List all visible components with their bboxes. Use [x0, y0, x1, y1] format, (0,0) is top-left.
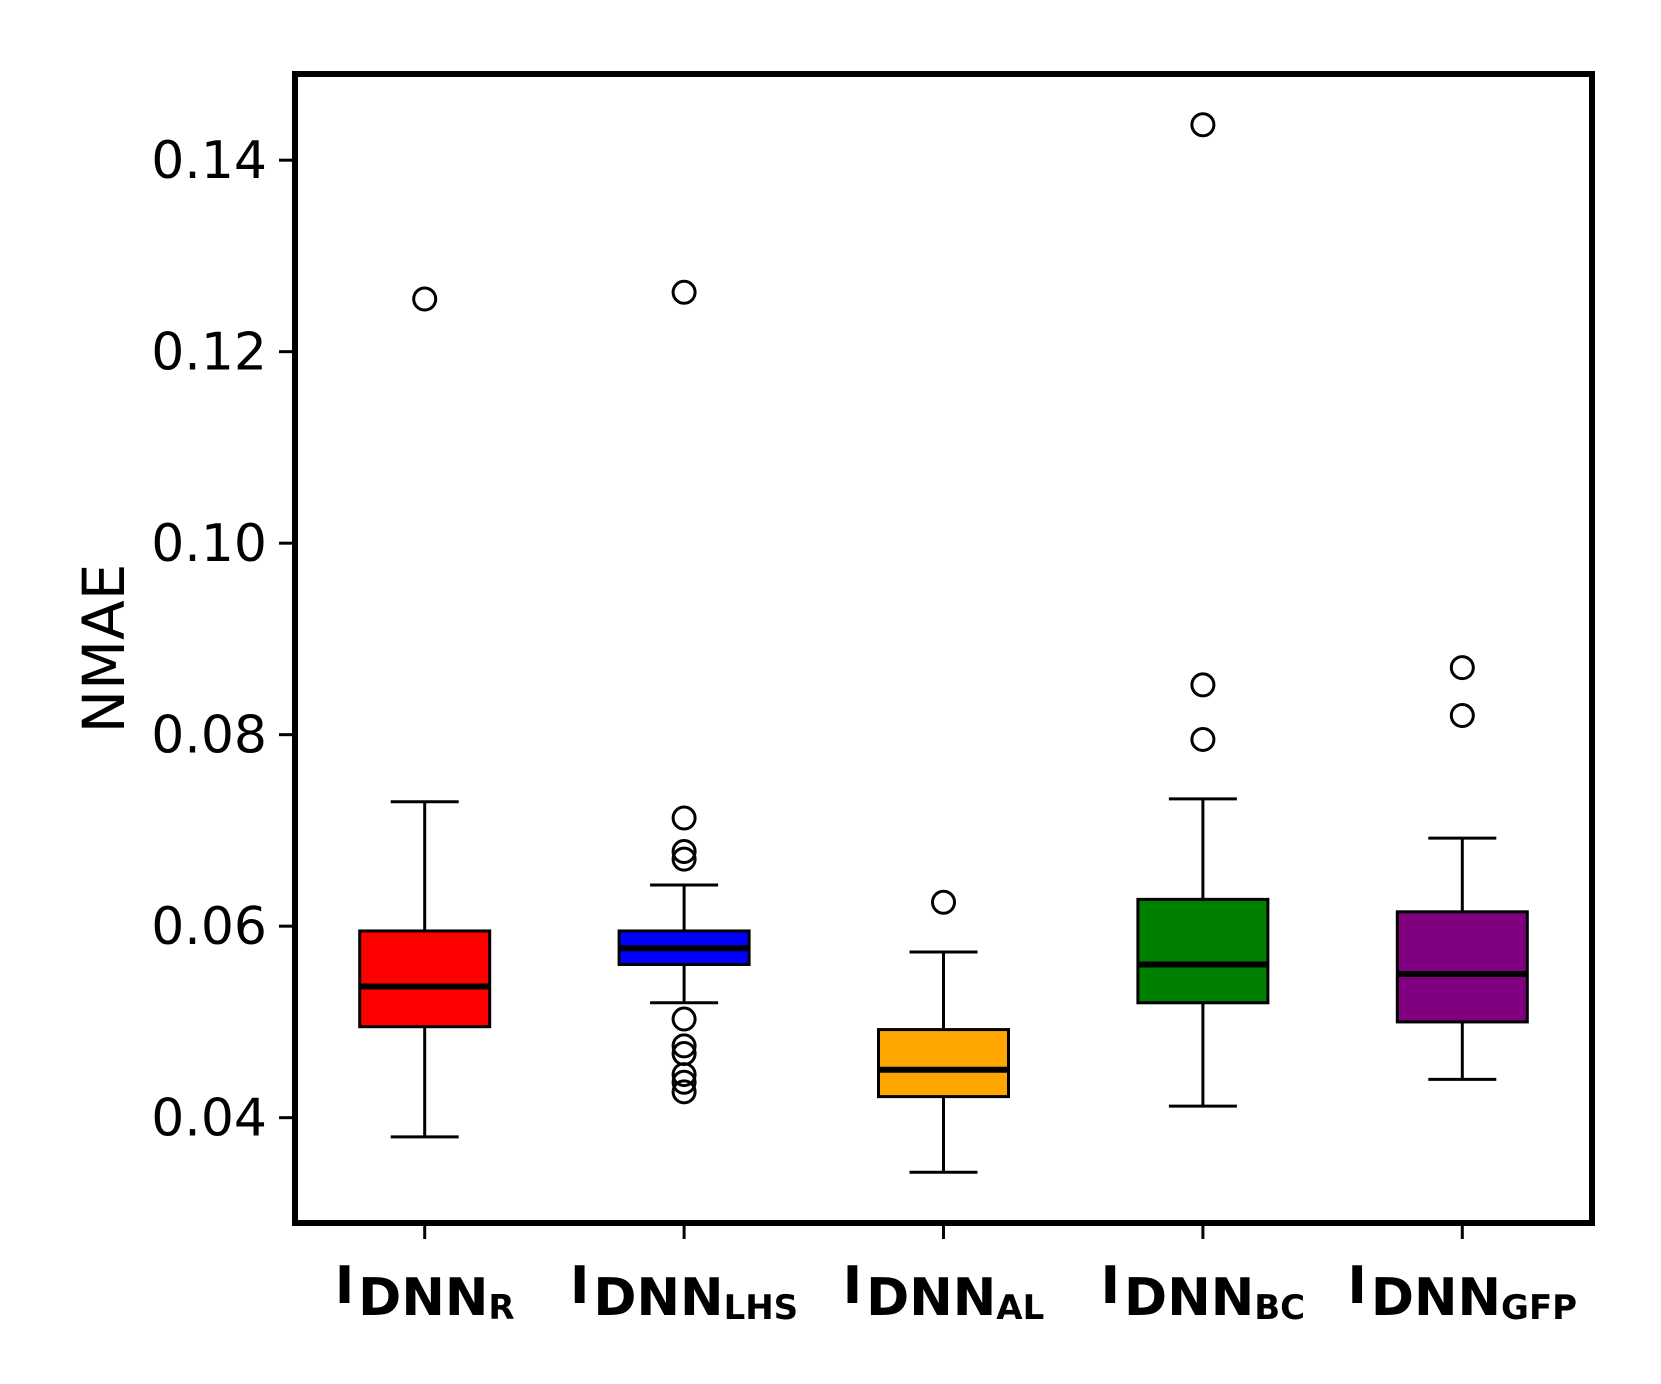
outlier-point	[671, 1079, 697, 1105]
label-subsub: R	[488, 1288, 514, 1328]
iqr-box	[1136, 897, 1270, 1005]
label-subsub: BC	[1254, 1288, 1305, 1328]
label-sub: DNN	[1371, 1268, 1501, 1328]
box-idnn-r	[358, 286, 492, 1139]
y-tick-label: 0.08	[151, 706, 267, 766]
label-sub: DNN	[1124, 1268, 1254, 1328]
label-main: I	[335, 1256, 354, 1316]
iqr-box	[1395, 910, 1529, 1024]
outlier-point	[671, 846, 697, 872]
box-idnn-al	[877, 889, 1010, 1174]
y-tick-label: 0.10	[151, 514, 267, 574]
outlier-point	[671, 805, 697, 831]
box-idnn-lhs	[617, 279, 751, 1105]
label-main: I	[1101, 1256, 1120, 1316]
x-tick-label: IDNNGFP	[1347, 1256, 1577, 1328]
outlier-point	[412, 286, 438, 312]
x-tick-label: IDNNAL	[843, 1256, 1045, 1328]
outlier-point	[671, 1069, 697, 1095]
label-subsub: GFP	[1501, 1288, 1577, 1328]
iqr-box	[877, 1028, 1010, 1099]
outlier-point	[1449, 655, 1475, 681]
label-sub: DNN	[358, 1268, 488, 1328]
label-sub: DNN	[593, 1268, 723, 1328]
x-tick-label: IDNNLHS	[570, 1256, 798, 1328]
y-tick-label: 0.14	[151, 131, 267, 191]
plot-frame	[292, 71, 1595, 1226]
outlier-point	[671, 1033, 697, 1059]
outlier-point	[671, 1006, 697, 1032]
outlier-point	[1449, 703, 1475, 729]
boxes-layer	[358, 112, 1529, 1174]
box-idnn-gfp	[1395, 655, 1529, 1081]
outlier-point	[1190, 726, 1216, 752]
y-tick-label: 0.06	[151, 897, 267, 957]
outlier-point	[1190, 672, 1216, 698]
outlier-point	[1190, 112, 1216, 138]
outlier-point	[671, 279, 697, 305]
label-main: I	[1347, 1256, 1366, 1316]
label-main: I	[570, 1256, 589, 1316]
y-axis-title: NMAE	[70, 564, 138, 734]
label-subsub: AL	[996, 1288, 1044, 1328]
outlier-point	[931, 889, 956, 915]
box-idnn-bc	[1136, 112, 1270, 1108]
outlier-point	[671, 838, 697, 864]
outlier-point	[671, 1041, 697, 1067]
x-tick-label: IDNNBC	[1101, 1256, 1305, 1328]
x-tick-label: IDNNR	[335, 1256, 515, 1328]
y-tick-label: 0.12	[151, 323, 267, 383]
iqr-box	[358, 929, 492, 1029]
label-sub: DNN	[866, 1268, 996, 1328]
label-main: I	[843, 1256, 862, 1316]
x-axis-ticks: IDNNR IDNNLHS IDNNAL IDNNBC IDNNGFP	[335, 1223, 1577, 1328]
label-subsub: LHS	[724, 1288, 799, 1328]
y-tick-label: 0.04	[151, 1089, 267, 1149]
y-axis-ticks: 0.04 0.06 0.08 0.10 0.12 0.14	[151, 131, 295, 1149]
